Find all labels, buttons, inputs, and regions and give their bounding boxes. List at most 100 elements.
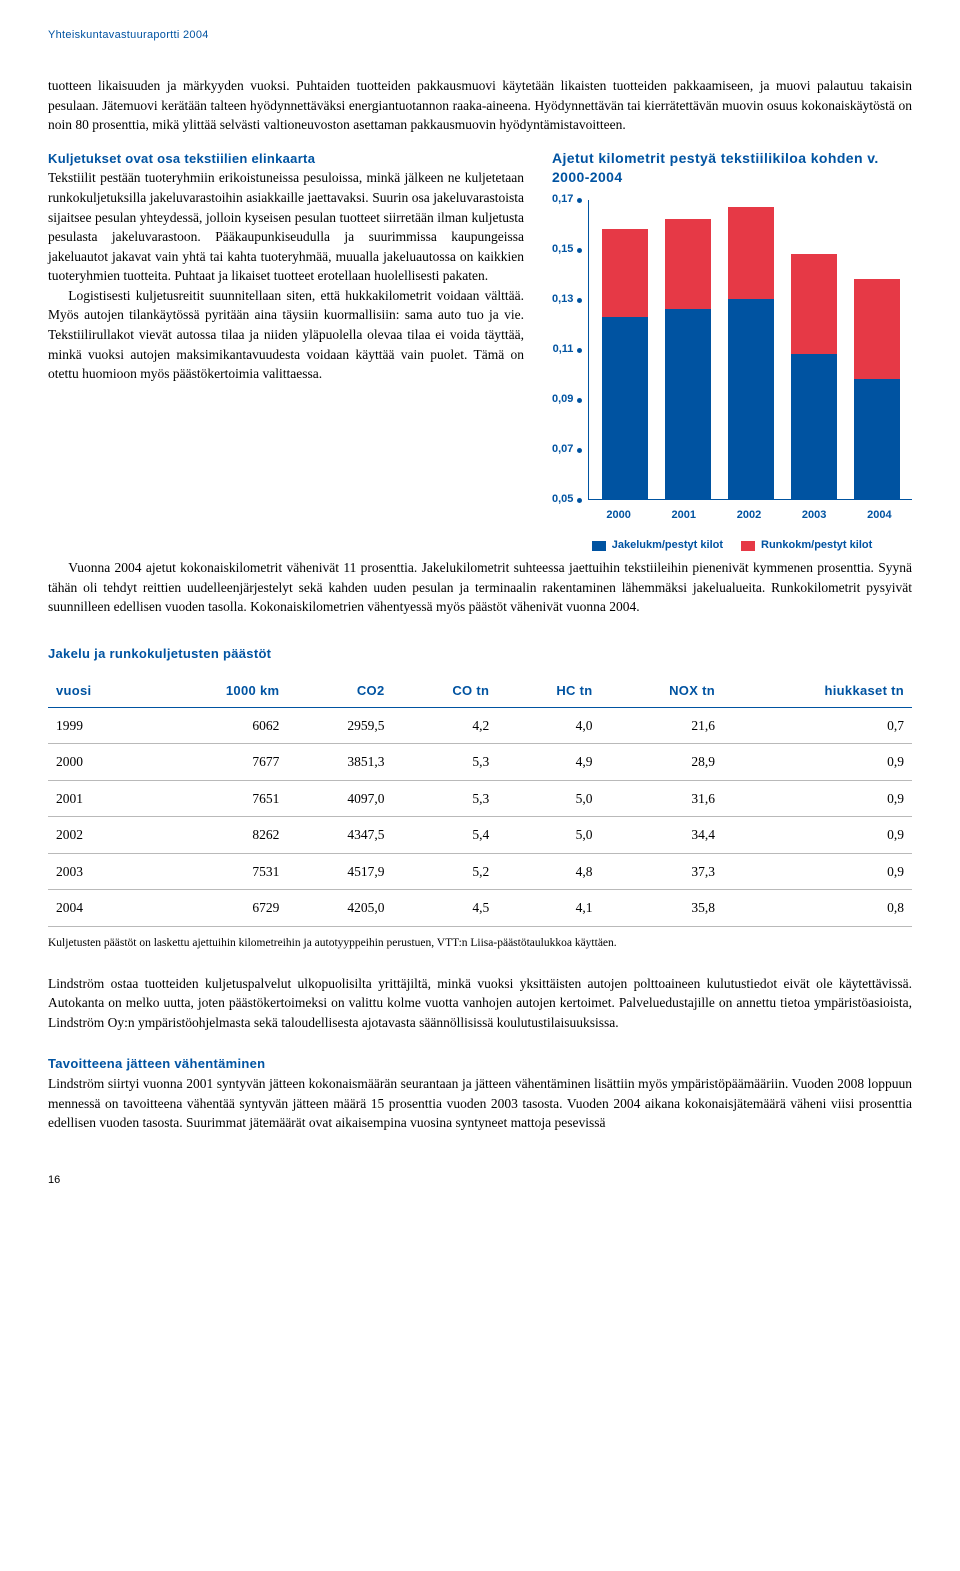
table-cell: 8262 — [150, 817, 287, 854]
table-title: Jakelu ja runkokuljetusten päästöt — [48, 645, 912, 664]
subheading-transport: Kuljetukset ovat osa tekstiilien elinkaa… — [48, 151, 315, 166]
table-cell: 5,3 — [393, 780, 498, 817]
bar-2001 — [665, 219, 711, 499]
table-cell: 35,8 — [600, 890, 722, 927]
x-label: 2002 — [726, 508, 772, 524]
bar-segment-jakelu — [791, 354, 837, 499]
left-text-column: Kuljetukset ovat osa tekstiilien elinkaa… — [48, 149, 524, 384]
intro-text: tuotteen likaisuuden ja märkyyden vuoksi… — [48, 76, 912, 135]
bar-segment-runko — [602, 229, 648, 317]
table-cell: 2000 — [48, 744, 150, 781]
table-cell: 5,0 — [497, 817, 600, 854]
paragraph-waste: Lindström siirtyi vuonna 2001 syntyvän j… — [48, 1076, 912, 1130]
bar-segment-runko — [665, 219, 711, 309]
table-cell: 28,9 — [600, 744, 722, 781]
bar-2002 — [728, 207, 774, 500]
table-cell: 0,8 — [723, 890, 912, 927]
paragraph-purchasing: Lindström ostaa tuotteiden kuljetuspalve… — [48, 974, 912, 1033]
chart-plot-area — [588, 200, 912, 500]
table-cell: 0,9 — [723, 744, 912, 781]
chart-x-axis: 2000 2001 2002 2003 2004 — [586, 500, 912, 524]
bar-2000 — [602, 229, 648, 499]
table-cell: 3851,3 — [287, 744, 392, 781]
table-col-header: CO2 — [287, 676, 392, 707]
table-cell: 4,2 — [393, 707, 498, 744]
x-label: 2001 — [661, 508, 707, 524]
table-body: 199960622959,54,24,021,60,7200076773851,… — [48, 707, 912, 926]
table-row: 200375314517,95,24,837,30,9 — [48, 853, 912, 890]
table-cell: 5,4 — [393, 817, 498, 854]
x-label: 2003 — [791, 508, 837, 524]
table-cell: 2004 — [48, 890, 150, 927]
table-cell: 6062 — [150, 707, 287, 744]
table-cell: 4517,9 — [287, 853, 392, 890]
table-cell: 4,0 — [497, 707, 600, 744]
table-row: 200076773851,35,34,928,90,9 — [48, 744, 912, 781]
table-cell: 21,6 — [600, 707, 722, 744]
emissions-table: vuosi1000 kmCO2CO tnHC tnNOX tnhiukkaset… — [48, 676, 912, 927]
legend-swatch-runko — [741, 541, 755, 551]
bar-segment-jakelu — [854, 379, 900, 499]
emissions-table-section: Jakelu ja runkokuljetusten päästöt vuosi… — [48, 645, 912, 952]
bar-segment-jakelu — [602, 317, 648, 500]
page-number: 16 — [48, 1173, 912, 1189]
table-cell: 0,9 — [723, 853, 912, 890]
table-cell: 7677 — [150, 744, 287, 781]
table-col-header: HC tn — [497, 676, 600, 707]
table-cell: 5,0 — [497, 780, 600, 817]
table-cell: 5,3 — [393, 744, 498, 781]
table-cell: 0,7 — [723, 707, 912, 744]
paragraph-transport-2: Logistisesti kuljetusreitit suunnitellaa… — [48, 286, 524, 384]
subheading-waste: Tavoitteena jätteen vähentäminen — [48, 1056, 265, 1071]
x-label: 2004 — [856, 508, 902, 524]
table-cell: 2002 — [48, 817, 150, 854]
table-cell: 2001 — [48, 780, 150, 817]
table-cell: 4,8 — [497, 853, 600, 890]
table-cell: 2959,5 — [287, 707, 392, 744]
bar-chart: 0,170,150,130,110,090,070,05 20002001200… — [552, 200, 912, 554]
bar-2003 — [791, 254, 837, 499]
table-cell: 4,5 — [393, 890, 498, 927]
legend-swatch-jakelu — [592, 541, 606, 551]
legend-item-runko: Runkokm/pestyt kilot — [741, 538, 872, 554]
x-label: 2000 — [596, 508, 642, 524]
chart-column: Ajetut kilometrit pestyä tekstiilikiloa … — [552, 149, 912, 555]
table-cell: 4205,0 — [287, 890, 392, 927]
table-row: 200282624347,55,45,034,40,9 — [48, 817, 912, 854]
paragraph-summary: Vuonna 2004 ajetut kokonaiskilometrit vä… — [48, 558, 912, 617]
table-cell: 6729 — [150, 890, 287, 927]
table-col-header: NOX tn — [600, 676, 722, 707]
bar-segment-jakelu — [665, 309, 711, 499]
bar-segment-runko — [854, 279, 900, 379]
table-cell: 7531 — [150, 853, 287, 890]
chart-y-axis: 0,170,150,130,110,090,070,05 — [552, 200, 588, 500]
table-cell: 1999 — [48, 707, 150, 744]
table-col-header: CO tn — [393, 676, 498, 707]
table-cell: 4347,5 — [287, 817, 392, 854]
paragraph-transport-1: Tekstiilit pestään tuoteryhmiin erikoist… — [48, 170, 524, 283]
bar-segment-runko — [728, 207, 774, 300]
report-header: Yhteiskuntavastuuraportti 2004 — [48, 28, 912, 44]
bar-segment-runko — [791, 254, 837, 354]
legend-item-jakelu: Jakelukm/pestyt kilot — [592, 538, 723, 554]
intro-paragraph-block: tuotteen likaisuuden ja märkyyden vuoksi… — [48, 76, 912, 135]
table-header-row: vuosi1000 kmCO2CO tnHC tnNOX tnhiukkaset… — [48, 676, 912, 707]
legend-label-jakelu: Jakelukm/pestyt kilot — [612, 538, 723, 554]
table-cell: 31,6 — [600, 780, 722, 817]
table-cell: 5,2 — [393, 853, 498, 890]
bar-2004 — [854, 279, 900, 499]
table-cell: 0,9 — [723, 780, 912, 817]
table-row: 199960622959,54,24,021,60,7 — [48, 707, 912, 744]
table-cell: 7651 — [150, 780, 287, 817]
table-cell: 4,1 — [497, 890, 600, 927]
chart-legend: Jakelukm/pestyt kilot Runkokm/pestyt kil… — [552, 538, 912, 554]
table-col-header: hiukkaset tn — [723, 676, 912, 707]
table-col-header: 1000 km — [150, 676, 287, 707]
table-cell: 37,3 — [600, 853, 722, 890]
table-cell: 4097,0 — [287, 780, 392, 817]
table-footnote: Kuljetusten päästöt on laskettu ajettuih… — [48, 935, 912, 952]
table-row: 200176514097,05,35,031,60,9 — [48, 780, 912, 817]
table-cell: 4,9 — [497, 744, 600, 781]
legend-label-runko: Runkokm/pestyt kilot — [761, 538, 872, 554]
table-cell: 34,4 — [600, 817, 722, 854]
